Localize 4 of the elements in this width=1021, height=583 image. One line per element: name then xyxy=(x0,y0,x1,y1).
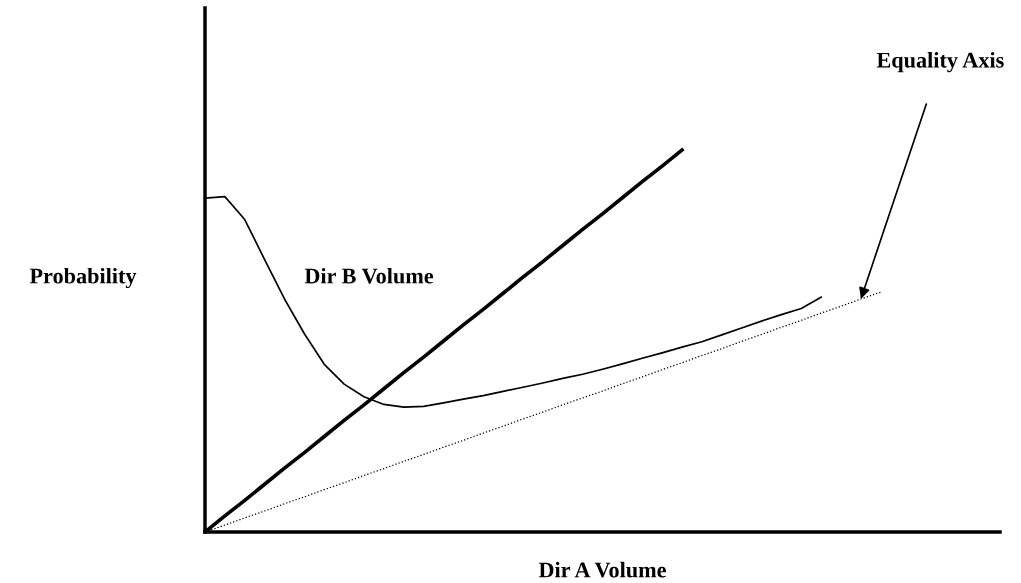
text: Equality Axis xyxy=(876,52,1004,73)
x-axis-title: Dir A Volume xyxy=(538,561,666,578)
annotation: Dir B Volume xyxy=(304,267,434,284)
y-axis-title: Probability xyxy=(29,267,137,289)
